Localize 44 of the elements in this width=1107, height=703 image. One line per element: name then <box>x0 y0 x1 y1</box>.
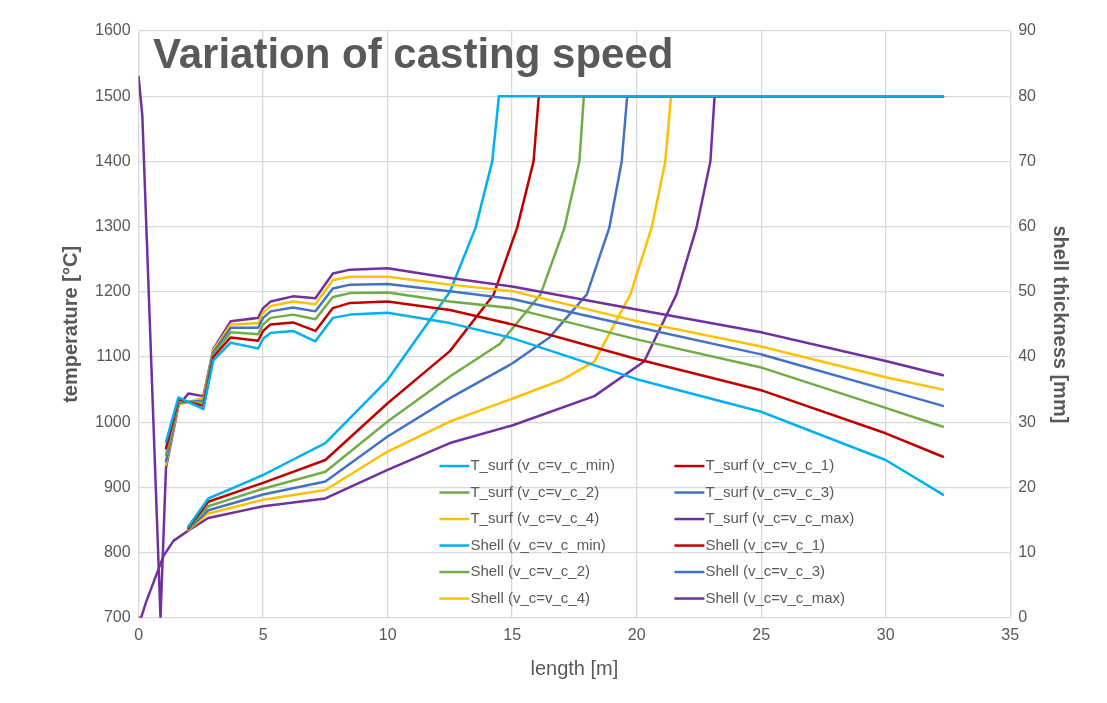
y2-tick-label: 80 <box>1018 86 1037 104</box>
legend-label: T_surf (v_c=v_c_1) <box>705 456 835 474</box>
legend-label: Shell (v_c=v_c_min) <box>470 535 606 553</box>
y-tick-label: 1100 <box>96 347 131 365</box>
legend-label: Shell (v_c=v_c_2) <box>470 562 591 580</box>
y2-tick-label: 50 <box>1018 282 1037 300</box>
legend-label: T_surf (v_c=v_c_2) <box>470 482 600 500</box>
y-tick-label: 1300 <box>95 217 131 235</box>
x-tick-label: 0 <box>134 625 144 643</box>
legend-label: Shell (v_c=v_c_3) <box>705 562 826 580</box>
legend-label: Shell (v_c=v_c_max) <box>705 588 846 606</box>
legend-label: T_surf (v_c=v_c_min) <box>470 456 616 474</box>
x-tick-label: 20 <box>627 625 646 643</box>
x-axis-title: length [m] <box>530 656 619 679</box>
y2-tick-label: 20 <box>1018 477 1037 495</box>
y2-tick-label: 30 <box>1018 412 1037 430</box>
y2-tick-label: 60 <box>1018 217 1037 235</box>
y-tick-label: 1600 <box>95 21 131 39</box>
legend-label: Shell (v_c=v_c_4) <box>470 588 591 606</box>
y-tick-label: 800 <box>103 543 131 561</box>
y-tick-label: 700 <box>103 608 131 626</box>
x-tick-label: 30 <box>876 625 895 643</box>
y-tick-label: 1500 <box>95 86 131 104</box>
chart-title: Variation of casting speed <box>153 30 674 78</box>
y2-tick-label: 90 <box>1018 21 1037 39</box>
legend-label: Shell (v_c=v_c_1) <box>705 535 826 553</box>
legend-label: T_surf (v_c=v_c_3) <box>705 482 835 500</box>
y-axis-title: temperature [°C] <box>58 245 81 403</box>
x-tick-label: 10 <box>378 625 397 643</box>
y2-tick-label: 0 <box>1018 608 1028 626</box>
y2-tick-label: 10 <box>1018 543 1037 561</box>
y2-axis-title: shell thickness [mm] <box>1050 225 1073 424</box>
x-tick-label: 25 <box>752 625 771 643</box>
y-tick-label: 900 <box>103 477 131 495</box>
x-tick-label: 15 <box>503 625 522 643</box>
y-tick-label: 1200 <box>95 282 131 300</box>
y-tick-label: 1000 <box>95 412 131 430</box>
y2-tick-label: 40 <box>1018 347 1037 365</box>
y-tick-label: 1400 <box>95 151 131 169</box>
x-tick-label: 35 <box>1001 625 1020 643</box>
x-tick-label: 5 <box>258 625 268 643</box>
legend-label: T_surf (v_c=v_c_4) <box>470 509 600 527</box>
legend-label: T_surf (v_c=v_c_max) <box>705 509 855 527</box>
y2-tick-label: 70 <box>1018 151 1037 169</box>
